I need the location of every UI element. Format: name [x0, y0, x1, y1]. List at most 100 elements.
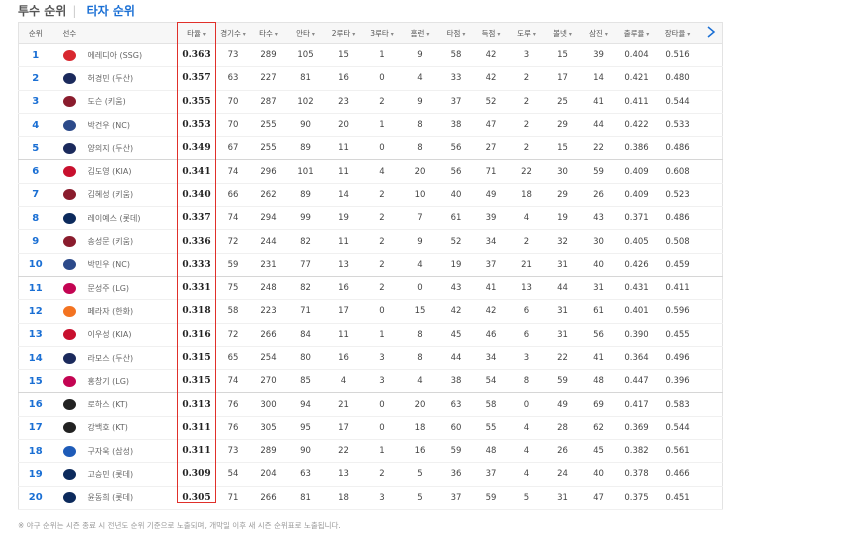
player-cell: 문성주 (LG) [52, 276, 178, 301]
player-name[interactable]: 박민우 (NC) [87, 260, 130, 270]
player-cell: 박건우 (NC) [52, 113, 178, 138]
table-row: 10 박민우 (NC) 0.333 59 231 77 13 2 4 19 37 21 31 40 0.42… [18, 253, 723, 277]
stat-cell: 66 [215, 183, 251, 208]
rank-cell: 11 [18, 276, 53, 301]
team-logo [62, 166, 76, 178]
row-spacer [698, 183, 723, 208]
stat-cell: 0 [362, 136, 402, 161]
player-name[interactable]: 문성주 (LG) [87, 283, 130, 293]
column-header[interactable]: 장타율 [656, 22, 699, 44]
stat-cell: 0.305 [177, 486, 216, 510]
stat-cell: 16 [324, 66, 363, 91]
player-name[interactable]: 윤동희 (롯데) [87, 493, 134, 503]
tab-active[interactable]: 타자 순위 [86, 4, 135, 18]
player-name[interactable]: 레이예스 (롯데) [87, 213, 141, 223]
column-header[interactable]: 홈런 [401, 22, 439, 44]
stat-cell: 0.331 [177, 276, 216, 301]
next-arrow[interactable] [704, 25, 718, 39]
player-name[interactable]: 에레디아 (SSG) [87, 50, 143, 60]
stat-cell: 8 [401, 136, 439, 161]
column-header[interactable]: 안타 [286, 22, 325, 44]
column-header[interactable]: 삼진 [580, 22, 617, 44]
column-header: 순위 [18, 22, 53, 44]
rank-cell: 14 [18, 346, 53, 371]
stat-cell: 38 [438, 369, 474, 394]
row-spacer [698, 462, 723, 487]
stat-cell: 47 [473, 113, 509, 138]
team-logo [62, 422, 76, 434]
rank-cell: 3 [18, 90, 53, 114]
player-name[interactable]: 허경민 (두산) [87, 73, 134, 83]
stat-cell: 4 [362, 159, 402, 184]
stat-cell: 37 [438, 90, 474, 114]
stat-cell: 90 [286, 113, 325, 138]
stat-cell: 72 [215, 323, 251, 347]
stat-cell: 40 [580, 462, 617, 487]
stat-cell: 29 [544, 113, 581, 138]
column-header[interactable]: 3루타 [362, 22, 402, 44]
column-header[interactable]: 득점 [473, 22, 509, 44]
stat-cell: 3 [508, 43, 545, 68]
player-name[interactable]: 이우성 (KIA) [87, 330, 132, 340]
stat-cell: 0.486 [656, 136, 699, 161]
stat-cell: 94 [286, 392, 325, 417]
column-header[interactable]: 타율 [177, 22, 216, 44]
column-header[interactable]: 타점 [438, 22, 474, 44]
player-name[interactable]: 구자욱 (삼성) [87, 446, 134, 456]
tab[interactable]: 투수 순위 [18, 4, 67, 18]
player-name[interactable]: 도슨 (키움) [87, 97, 126, 107]
player-name[interactable]: 라모스 (두산) [87, 353, 134, 363]
stat-cell: 49 [473, 183, 509, 208]
player-name[interactable]: 김혜성 (키움) [87, 190, 134, 200]
stat-cell: 13 [508, 276, 545, 301]
stat-cell: 4 [401, 253, 439, 277]
table-row: 11 문성주 (LG) 0.331 75 248 82 16 2 0 43 41 13 44 31 0.43… [18, 276, 723, 301]
player-name[interactable]: 로하스 (KT) [87, 400, 128, 410]
stat-cell: 0.340 [177, 183, 216, 208]
team-logo [62, 142, 76, 154]
stat-cell: 4 [401, 369, 439, 394]
team-logo [62, 468, 76, 480]
stat-cell: 15 [544, 136, 581, 161]
player-name[interactable]: 송성문 (키움) [87, 237, 134, 247]
player-name[interactable]: 김도영 (KIA) [87, 167, 132, 177]
stat-cell: 0.382 [616, 439, 657, 464]
stat-cell: 29 [544, 183, 581, 208]
player-name[interactable]: 양의지 (두산) [87, 143, 134, 153]
rank-cell: 6 [18, 159, 53, 184]
rank-cell: 17 [18, 416, 53, 441]
column-header[interactable]: 타수 [250, 22, 287, 44]
column-header[interactable]: 도루 [508, 22, 545, 44]
stat-cell: 262 [250, 183, 287, 208]
table-row: 5 양의지 (두산) 0.349 67 255 89 11 0 8 56 27 2 15 22 0.386 0… [18, 136, 723, 161]
player-name[interactable]: 박건우 (NC) [87, 120, 130, 130]
team-logo [62, 375, 76, 387]
rank-cell: 2 [18, 66, 53, 91]
stat-cell: 0.318 [177, 299, 216, 324]
stat-cell: 60 [438, 416, 474, 441]
player-name[interactable]: 강백호 (KT) [87, 423, 128, 433]
team-logo [62, 492, 76, 504]
team-logo [62, 352, 76, 364]
player-cell: 라모스 (두산) [52, 346, 178, 371]
stat-cell: 28 [544, 416, 581, 441]
stat-cell: 2 [362, 253, 402, 277]
stat-cell: 255 [250, 113, 287, 138]
player-name[interactable]: 홍창기 (LG) [87, 376, 130, 386]
stat-cell: 9 [401, 43, 439, 68]
row-spacer [698, 159, 723, 184]
stat-cell: 82 [286, 276, 325, 301]
stat-cell: 34 [473, 346, 509, 371]
stat-cell: 14 [580, 66, 617, 91]
row-spacer [698, 229, 723, 254]
team-logo [62, 212, 76, 224]
player-cell: 양의지 (두산) [52, 136, 178, 161]
player-name[interactable]: 고승민 (롯데) [87, 469, 134, 479]
column-header[interactable]: 2루타 [324, 22, 363, 44]
table-row: 12 페라자 (한화) 0.318 58 223 71 17 0 15 42 42 6 31 61 0.40… [18, 299, 723, 324]
table-row: 7 김혜성 (키움) 0.340 66 262 89 14 2 10 40 49 18 29 26 0.40… [18, 183, 723, 208]
column-header[interactable]: 출루율 [616, 22, 657, 44]
column-header[interactable]: 경기수 [215, 22, 251, 44]
player-name[interactable]: 페라자 (한화) [87, 306, 134, 316]
column-header[interactable]: 볼넷 [544, 22, 581, 44]
